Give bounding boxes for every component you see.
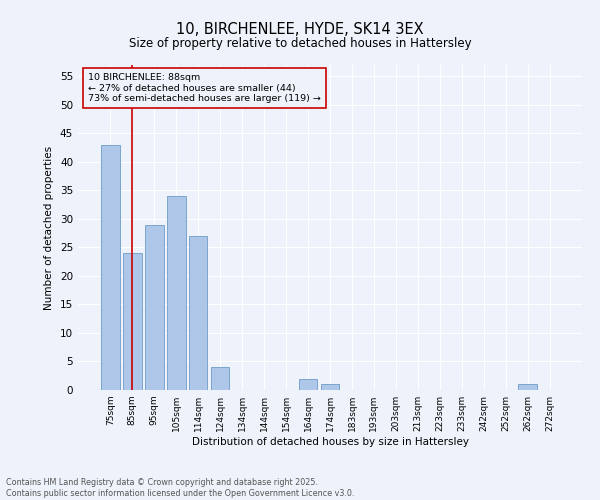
Bar — [101, 145, 119, 390]
Bar — [167, 196, 185, 390]
Bar — [299, 378, 317, 390]
X-axis label: Distribution of detached houses by size in Hattersley: Distribution of detached houses by size … — [191, 437, 469, 447]
Bar — [145, 224, 164, 390]
Bar — [123, 253, 142, 390]
Bar — [189, 236, 208, 390]
Text: Size of property relative to detached houses in Hattersley: Size of property relative to detached ho… — [128, 38, 472, 51]
Y-axis label: Number of detached properties: Number of detached properties — [44, 146, 55, 310]
Text: Contains HM Land Registry data © Crown copyright and database right 2025.
Contai: Contains HM Land Registry data © Crown c… — [6, 478, 355, 498]
Text: 10, BIRCHENLEE, HYDE, SK14 3EX: 10, BIRCHENLEE, HYDE, SK14 3EX — [176, 22, 424, 38]
Bar — [211, 367, 229, 390]
Bar — [518, 384, 537, 390]
Text: 10 BIRCHENLEE: 88sqm
← 27% of detached houses are smaller (44)
73% of semi-detac: 10 BIRCHENLEE: 88sqm ← 27% of detached h… — [88, 73, 321, 103]
Bar — [320, 384, 340, 390]
